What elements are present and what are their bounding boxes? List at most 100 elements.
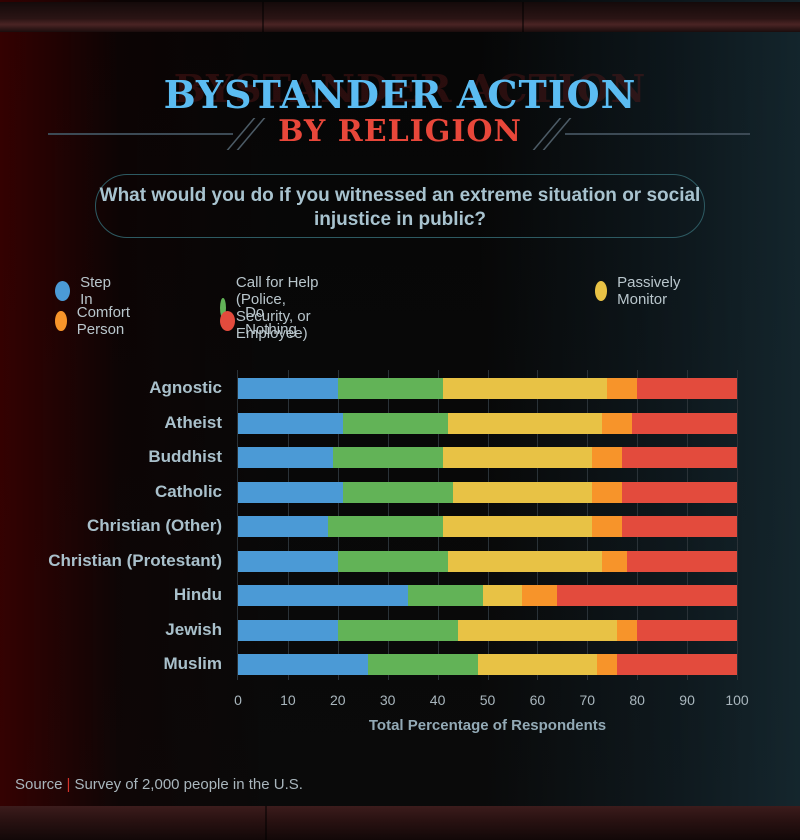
frame-divider [522, 2, 524, 32]
legend-swatch-icon [595, 281, 608, 301]
source-label: Source [15, 776, 63, 793]
bar-segment [447, 550, 603, 572]
bar-row [238, 481, 737, 503]
category-label: Christian (Other) [86, 516, 222, 535]
legend-item-step-in: Step In [55, 274, 116, 308]
legend-swatch-icon [55, 311, 67, 331]
bar-row [238, 378, 737, 399]
bar-segment [597, 654, 618, 675]
bar-segment [442, 378, 608, 399]
bar-segment [452, 481, 593, 503]
bar-segment [442, 447, 593, 468]
bar-segment [407, 585, 483, 606]
bar-row [238, 619, 737, 641]
bar-segment [617, 654, 737, 675]
x-tick-label: 50 [479, 692, 496, 708]
bar-segment [457, 619, 618, 641]
legend-label: Passively Monitor [617, 274, 681, 308]
gridline [737, 370, 738, 680]
bar-segment [327, 516, 443, 537]
bar-row [238, 516, 737, 537]
legend-swatch-icon [220, 298, 226, 318]
bar-segment [238, 447, 333, 468]
x-tick-label: 100 [725, 692, 749, 708]
bar-row [238, 550, 737, 572]
legend-item-passively-monitor: Passively Monitor [595, 274, 688, 308]
page-subtitle: BY RELIGION [278, 114, 522, 149]
source-text: Survey of 2,000 people in the U.S. [74, 776, 303, 793]
bar-segment [602, 412, 633, 434]
x-axis-label: Total Percentage of Respondents [368, 717, 607, 734]
title-shadow: BYSTANDER ACTION [173, 66, 647, 111]
bar-segment [367, 654, 478, 675]
legend-item-do-nothing: Do Nothing [220, 304, 302, 338]
bar-segment [592, 516, 623, 537]
bar-segment [632, 412, 737, 434]
bar-segment [482, 585, 523, 606]
bar-segment [622, 481, 737, 503]
legend-label: Comfort Person [76, 304, 131, 338]
top-frame-bar [0, 2, 800, 32]
frame-divider [262, 2, 264, 32]
x-tick-label: 60 [529, 692, 546, 708]
legend-swatch-icon [220, 311, 236, 331]
bar-row [238, 585, 737, 606]
bar-row [238, 412, 737, 434]
bar-segment [602, 550, 628, 572]
x-tick-label: 0 [234, 692, 242, 708]
legend-label: Step In [80, 274, 111, 308]
bar-segment [238, 516, 328, 537]
bar-row [238, 654, 737, 675]
stacked-bar-chart [238, 370, 738, 680]
page-title: BYSTANDER ACTION [163, 72, 637, 117]
category-label: Muslim [163, 654, 222, 673]
category-label: Christian (Protestant) [48, 550, 222, 570]
x-tick-label: 20 [330, 692, 346, 708]
bar-segment [238, 481, 343, 503]
bar-segment [637, 619, 737, 641]
x-tick-label: 80 [629, 692, 645, 708]
bar-segment [337, 550, 448, 572]
bar-segment [557, 585, 737, 606]
legend-item-comfort-person: Comfort Person [55, 304, 138, 338]
category-label: Atheist [164, 412, 222, 432]
bar-segment [342, 481, 453, 503]
bar-segment [617, 619, 638, 641]
legend-item-call-for-help: Call for Help (Police, Security, or Empl… [220, 274, 322, 342]
bar-segment [622, 516, 737, 537]
bar-segment [238, 619, 338, 641]
legend-label: Call for Help (Police, Security, or Empl… [235, 274, 319, 342]
bar-segment [238, 378, 338, 399]
bar-segment [342, 412, 448, 434]
y-axis-line [237, 370, 238, 680]
x-tick-label: 70 [579, 692, 596, 708]
bar-segment [442, 516, 593, 537]
title-rule-right [565, 133, 750, 135]
bar-segment [238, 550, 338, 572]
x-tick-label: 90 [679, 692, 695, 708]
bar-segment [592, 481, 623, 503]
category-label: Catholic [154, 481, 222, 501]
bar-segment [522, 585, 558, 606]
category-label: Agnostic [149, 378, 222, 397]
bar-segment [238, 585, 408, 606]
bar-segment [592, 447, 623, 468]
bar-segment [622, 447, 737, 468]
source-note: Source | Survey of 2,000 people in the U.S… [15, 776, 303, 793]
bar-segment [337, 619, 458, 641]
category-label: Buddhist [148, 447, 222, 466]
source-separator: | [66, 776, 71, 793]
legend-label: Do Nothing [245, 304, 297, 338]
x-tick-label: 30 [379, 692, 396, 708]
x-tick-label: 10 [280, 692, 296, 708]
bar-segment [332, 447, 443, 468]
bar-segment [238, 654, 368, 675]
bar-segment [477, 654, 598, 675]
bar-row [238, 447, 737, 468]
bar-segment [627, 550, 737, 572]
category-label: Jewish [165, 619, 222, 639]
bar-segment [337, 378, 443, 399]
survey-question: What would you do if you witnessed an ex… [95, 174, 705, 238]
legend-swatch-icon [55, 281, 71, 301]
